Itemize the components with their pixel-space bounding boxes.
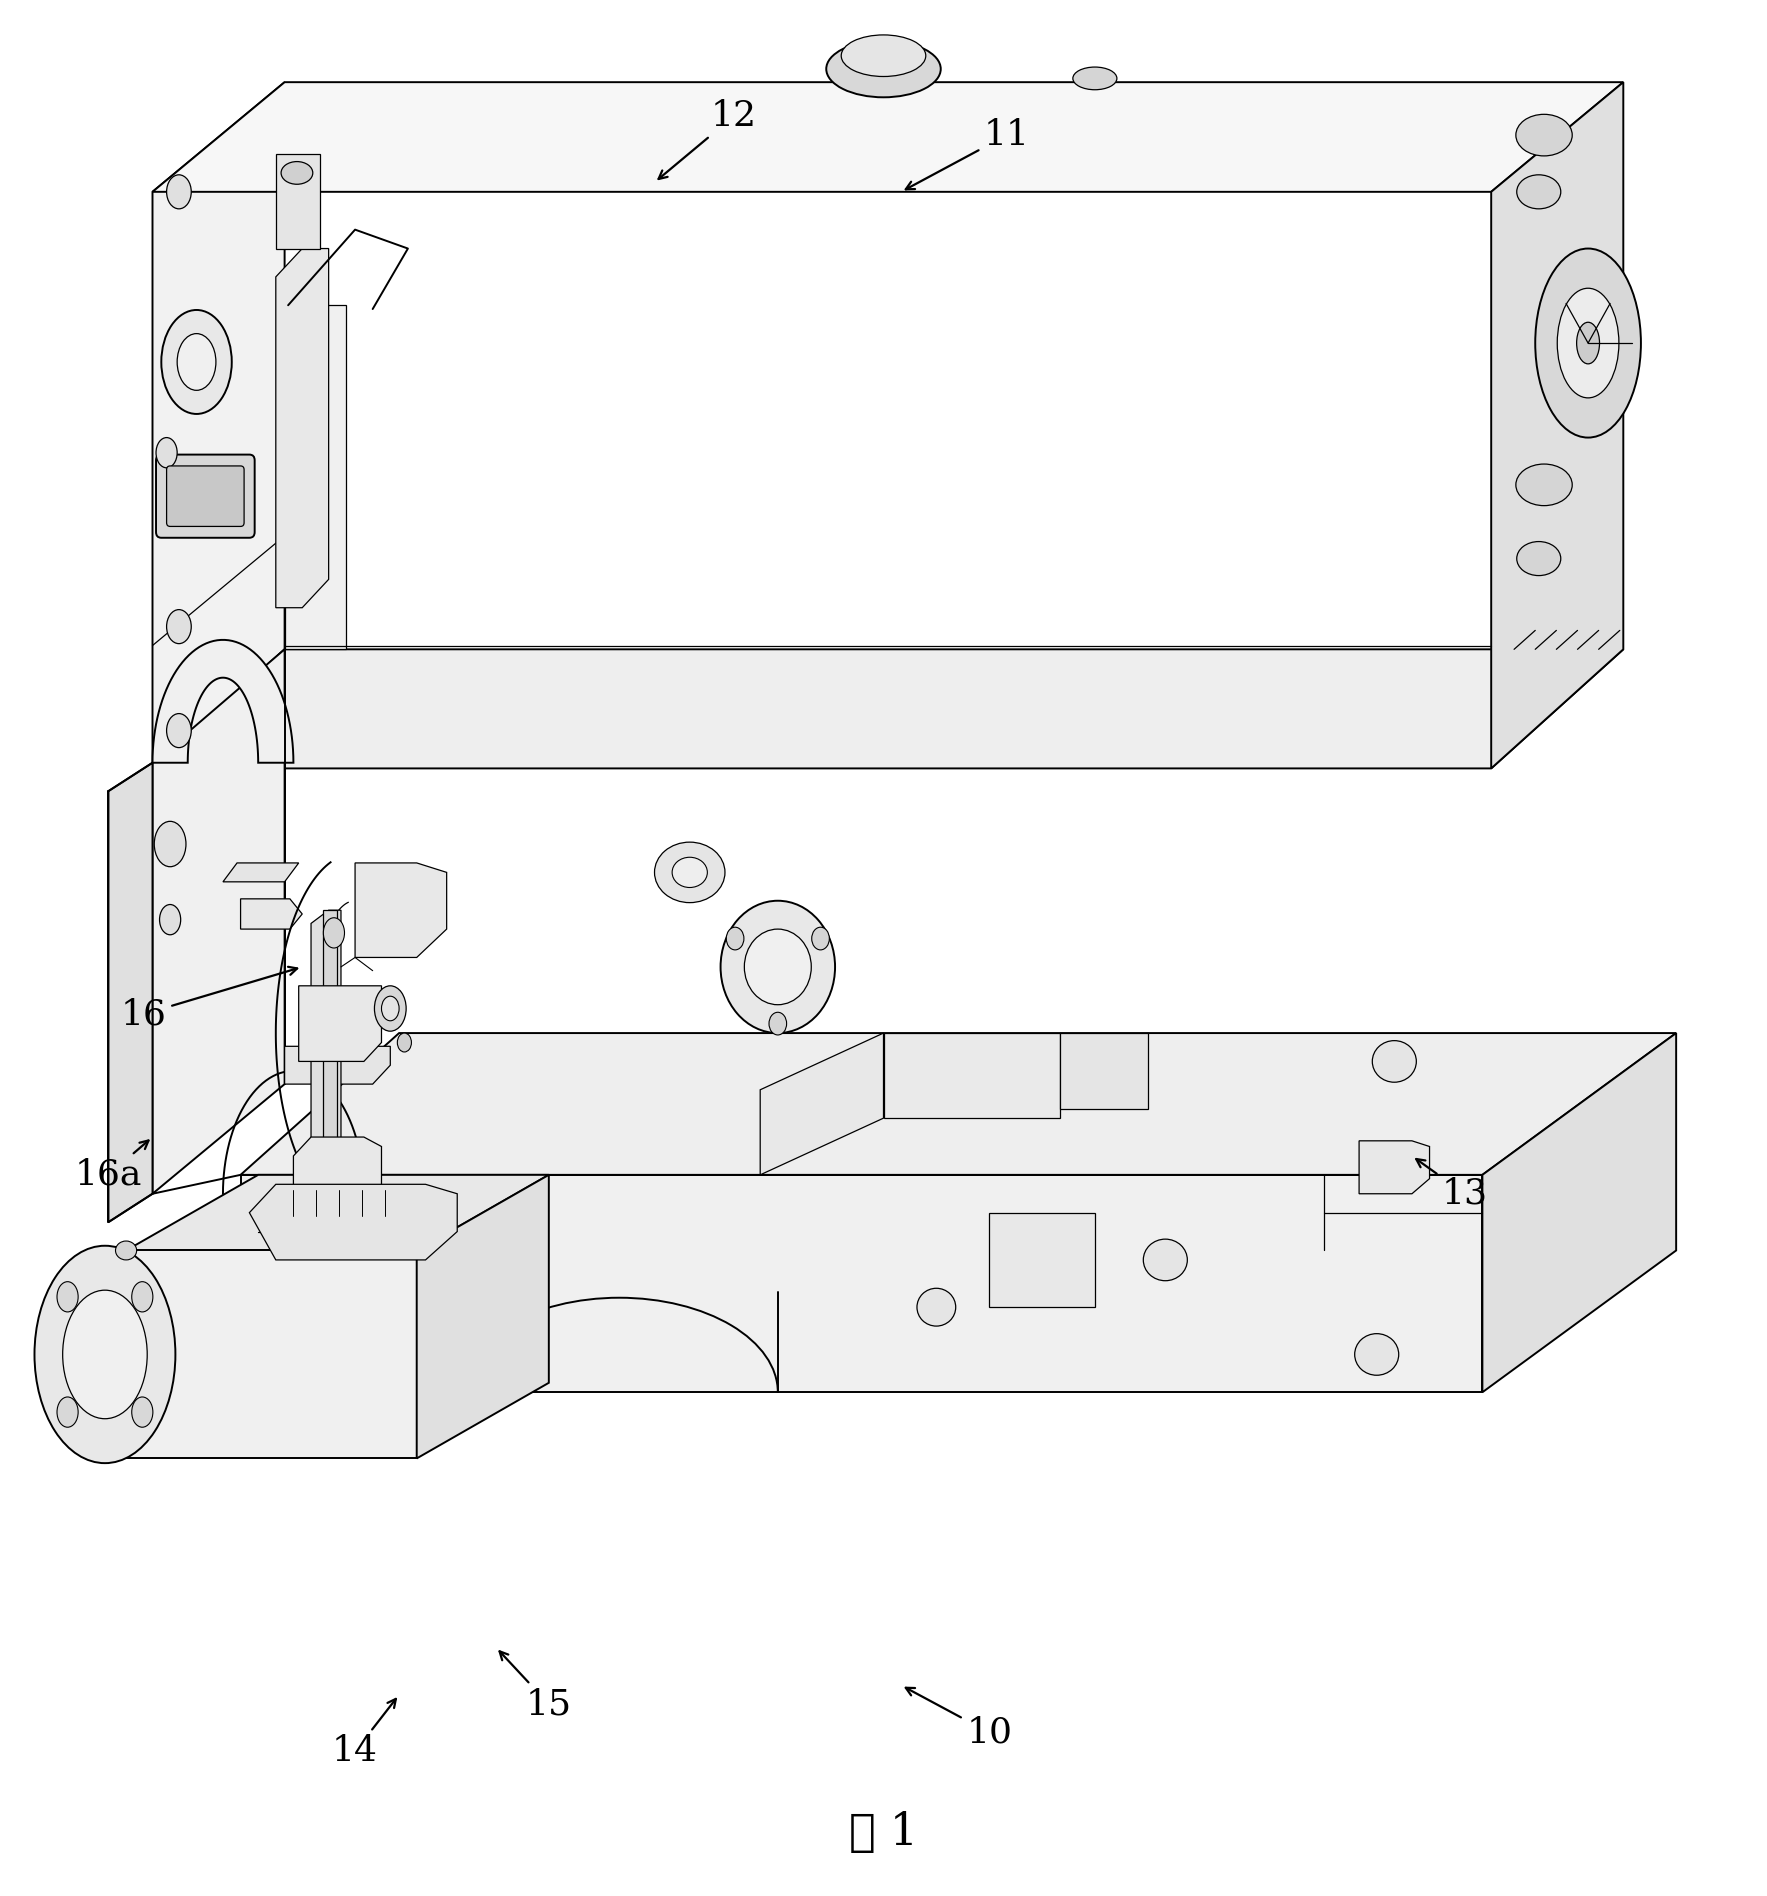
Polygon shape (1060, 1033, 1149, 1109)
Ellipse shape (375, 986, 406, 1031)
Polygon shape (240, 1033, 1677, 1176)
Polygon shape (299, 986, 382, 1062)
Ellipse shape (654, 842, 724, 902)
FancyBboxPatch shape (166, 466, 244, 527)
Polygon shape (355, 863, 447, 957)
Ellipse shape (721, 901, 836, 1033)
Polygon shape (990, 1213, 1096, 1306)
Polygon shape (152, 82, 1624, 191)
Polygon shape (152, 82, 284, 768)
Ellipse shape (1516, 465, 1573, 506)
Ellipse shape (917, 1287, 956, 1325)
Polygon shape (323, 910, 337, 1251)
Text: 15: 15 (500, 1651, 573, 1722)
Polygon shape (240, 899, 302, 929)
Polygon shape (760, 1033, 884, 1176)
Polygon shape (417, 1176, 550, 1458)
Ellipse shape (811, 927, 829, 950)
Ellipse shape (62, 1289, 147, 1418)
Ellipse shape (1536, 248, 1642, 438)
Text: 16a: 16a (74, 1141, 148, 1193)
Ellipse shape (1073, 66, 1117, 89)
Ellipse shape (159, 904, 180, 935)
Polygon shape (284, 1047, 391, 1085)
Polygon shape (108, 762, 152, 1223)
Polygon shape (293, 1138, 382, 1223)
Ellipse shape (769, 1012, 786, 1035)
Polygon shape (884, 1033, 1060, 1119)
Polygon shape (152, 641, 293, 762)
Polygon shape (276, 248, 329, 609)
Ellipse shape (726, 927, 744, 950)
Ellipse shape (1576, 322, 1599, 364)
Polygon shape (311, 910, 341, 1217)
Ellipse shape (177, 334, 216, 391)
Polygon shape (276, 154, 320, 248)
Polygon shape (125, 1176, 550, 1251)
Ellipse shape (281, 161, 313, 184)
Polygon shape (1491, 82, 1624, 768)
Ellipse shape (1516, 114, 1573, 155)
Ellipse shape (1516, 542, 1560, 576)
Ellipse shape (382, 995, 399, 1020)
Ellipse shape (1143, 1240, 1187, 1280)
Ellipse shape (1373, 1041, 1417, 1083)
Ellipse shape (166, 713, 191, 747)
Polygon shape (240, 1176, 1483, 1392)
Text: 13: 13 (1415, 1158, 1488, 1212)
Ellipse shape (57, 1397, 78, 1428)
Text: 10: 10 (906, 1687, 1012, 1750)
Polygon shape (249, 1185, 458, 1261)
FancyBboxPatch shape (155, 455, 254, 538)
Ellipse shape (133, 1282, 154, 1312)
Ellipse shape (57, 1282, 78, 1312)
Ellipse shape (671, 857, 707, 887)
Polygon shape (1483, 1033, 1677, 1392)
Polygon shape (1359, 1141, 1430, 1194)
Text: 14: 14 (332, 1699, 396, 1769)
Ellipse shape (166, 611, 191, 643)
Text: 16: 16 (120, 967, 297, 1031)
Polygon shape (152, 648, 284, 1194)
Ellipse shape (744, 929, 811, 1005)
Ellipse shape (115, 1242, 136, 1261)
Ellipse shape (827, 40, 940, 97)
Ellipse shape (323, 918, 345, 948)
Ellipse shape (161, 309, 231, 413)
Polygon shape (223, 863, 299, 882)
Ellipse shape (154, 821, 186, 866)
Ellipse shape (1355, 1333, 1399, 1375)
Polygon shape (125, 1251, 417, 1458)
Ellipse shape (133, 1397, 154, 1428)
Text: 图 1: 图 1 (848, 1811, 919, 1854)
Ellipse shape (1557, 288, 1619, 398)
Text: 12: 12 (659, 99, 756, 178)
Text: 11: 11 (906, 118, 1030, 190)
Polygon shape (152, 648, 1624, 768)
Ellipse shape (1516, 174, 1560, 209)
Ellipse shape (155, 438, 177, 468)
Ellipse shape (35, 1246, 175, 1464)
Ellipse shape (166, 174, 191, 209)
Ellipse shape (398, 1033, 412, 1052)
Polygon shape (284, 305, 346, 648)
Ellipse shape (841, 34, 926, 76)
